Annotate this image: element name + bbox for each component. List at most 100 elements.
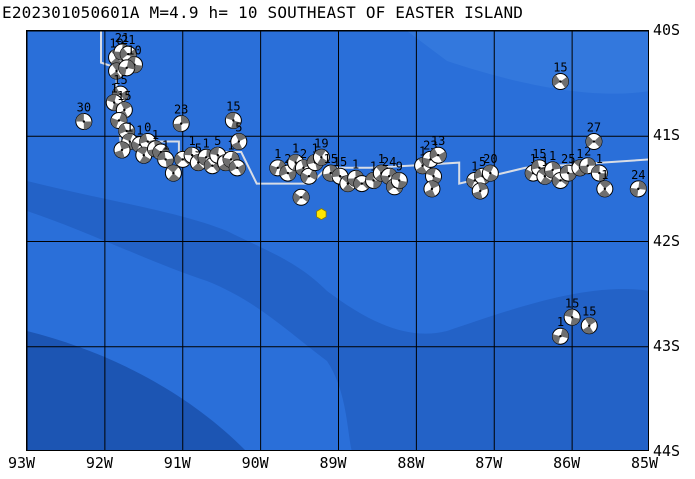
bathymetry-layer bbox=[27, 31, 648, 450]
event-depth-label: 1 bbox=[292, 142, 299, 156]
beachball-compression-quadrant bbox=[585, 317, 597, 326]
beachball-compression-quadrant bbox=[582, 325, 594, 334]
focal-mechanism-beachball[interactable] bbox=[164, 164, 182, 182]
beachball-compression-quadrant bbox=[544, 169, 554, 178]
focal-mechanism-beachball[interactable]: 1 bbox=[590, 152, 608, 182]
focal-mechanism-beachball[interactable] bbox=[118, 59, 136, 77]
event-depth-label: 1 bbox=[601, 168, 608, 182]
beachball-compression-quadrant bbox=[75, 113, 84, 122]
beachball-center-dot bbox=[360, 182, 364, 185]
beachball-center-dot bbox=[119, 92, 122, 96]
beachball-center-dot bbox=[637, 187, 640, 191]
beachball-center-dot bbox=[190, 153, 194, 157]
event-depth-label: 15 bbox=[582, 305, 596, 319]
focal-mechanism-beachball[interactable]: 1 bbox=[551, 315, 569, 345]
beachball-compression-quadrant bbox=[342, 183, 354, 192]
beachball-compression-quadrant bbox=[229, 160, 238, 172]
focal-mechanism-beachball[interactable] bbox=[113, 141, 131, 159]
focal-mechanism-beachball[interactable]: 23 bbox=[172, 103, 190, 133]
beachball-compression-quadrant bbox=[483, 165, 494, 174]
beachball-compression-quadrant bbox=[322, 173, 333, 182]
event-depth-label: 21 bbox=[115, 31, 129, 45]
focal-mechanism-beachball[interactable]: 1 bbox=[157, 138, 175, 168]
focal-mechanism-beachball[interactable]: 1 bbox=[596, 168, 614, 198]
focal-mechanism-beachball[interactable] bbox=[292, 188, 310, 206]
beachball-compression-quadrant bbox=[422, 157, 431, 168]
focal-mechanism-beachball[interactable]: 15 bbox=[322, 152, 340, 182]
x-tick-label: 87W bbox=[475, 454, 503, 472]
beachball-compression-quadrant bbox=[288, 154, 300, 163]
beachball-compression-quadrant bbox=[570, 317, 580, 326]
focal-mechanism-beachball[interactable] bbox=[228, 159, 246, 177]
focal-mechanism-beachball[interactable]: 5 bbox=[230, 121, 248, 151]
focal-mechanism-beachball[interactable]: 19 bbox=[312, 136, 330, 166]
event-depth-label: 1 bbox=[419, 145, 426, 159]
x-tick-label: 88W bbox=[397, 454, 425, 472]
beachball-compression-quadrant bbox=[173, 123, 182, 132]
beachball-compression-quadrant bbox=[279, 165, 288, 177]
event-depth-label: 2 bbox=[284, 152, 291, 166]
focal-mechanism-beachball[interactable]: 27 bbox=[585, 121, 603, 151]
beachball-compression-quadrant bbox=[133, 64, 143, 73]
beachball-center-dot bbox=[179, 122, 183, 125]
beachball-compression-quadrant bbox=[425, 168, 436, 177]
event-depth-label: 15 bbox=[226, 99, 240, 113]
x-tick-label: 92W bbox=[85, 454, 113, 472]
beachball-compression-quadrant bbox=[110, 70, 122, 79]
beachball-compression-quadrant bbox=[118, 123, 127, 135]
focal-mechanism-beachball[interactable]: 15 bbox=[224, 99, 242, 129]
beachball-center-dot bbox=[286, 171, 290, 175]
event-depth-label: 20 bbox=[483, 152, 497, 166]
beachball-compression-quadrant bbox=[579, 165, 588, 174]
beachball-compression-quadrant bbox=[235, 133, 247, 142]
beachball-compression-quadrant bbox=[139, 155, 151, 164]
beachball-compression-quadrant bbox=[126, 60, 135, 70]
focal-mechanism-beachball[interactable] bbox=[300, 167, 318, 185]
event-depth-label: 2 bbox=[300, 147, 307, 161]
map-frame[interactable]: 30 19 21 21 10 15 1 15 1 1 0 1 1 23 1 5 1 5 1 15 5 1 2 1 2 1 19 15 1… bbox=[26, 30, 649, 451]
beachball-compression-quadrant bbox=[474, 168, 483, 180]
beachball-compression-quadrant bbox=[301, 190, 310, 203]
event-depth-label: 30 bbox=[77, 101, 91, 115]
event-depth-label: 1 bbox=[152, 128, 159, 142]
focal-mechanism-beachball[interactable] bbox=[110, 111, 128, 129]
beachball-compression-quadrant bbox=[118, 112, 127, 124]
focal-mechanism-beachball[interactable]: 15 bbox=[551, 61, 569, 91]
event-depth-label: 25 bbox=[561, 152, 575, 166]
beachball-center-dot bbox=[232, 119, 235, 122]
beachball-center-dot bbox=[120, 148, 124, 152]
event-depth-label: 1 bbox=[370, 159, 377, 173]
beachball-compression-quadrant bbox=[223, 157, 232, 168]
beachball-compression-quadrant bbox=[551, 161, 561, 170]
focal-mechanism-beachball[interactable]: 15 bbox=[580, 305, 598, 335]
event-depth-label: 27 bbox=[587, 121, 601, 135]
event-depth-label: 1 bbox=[378, 152, 385, 166]
beachball-compression-quadrant bbox=[209, 147, 220, 156]
event-depth-label: 1 bbox=[188, 134, 195, 148]
y-tick-label: 44S bbox=[653, 442, 681, 460]
focal-mechanism-beachball[interactable]: 24 bbox=[629, 168, 647, 198]
focal-mechanism-beachball[interactable]: 13 bbox=[429, 134, 447, 164]
focal-mechanism-beachball[interactable]: 20 bbox=[481, 152, 499, 182]
epicenter-hexagon-icon[interactable] bbox=[316, 208, 327, 221]
focal-mechanism-beachball[interactable] bbox=[423, 180, 441, 198]
beachball-center-dot bbox=[559, 335, 562, 338]
beachball-center-dot bbox=[338, 175, 342, 178]
focal-mechanism-beachball[interactable]: 15 bbox=[563, 296, 581, 326]
y-tick-label: 40S bbox=[653, 21, 681, 39]
beachball-center-dot bbox=[146, 140, 149, 143]
beachball-compression-quadrant bbox=[630, 187, 639, 197]
beachball-center-dot bbox=[299, 196, 303, 199]
focal-mechanism-beachball[interactable]: 30 bbox=[75, 101, 93, 131]
y-tick-label: 41S bbox=[653, 126, 681, 145]
event-depth-label: 5 bbox=[195, 142, 202, 156]
focal-mechanism-beachball[interactable]: 9 bbox=[390, 159, 408, 189]
focal-mechanism-beachball[interactable]: 2 bbox=[579, 145, 597, 175]
focal-mechanism-beachball[interactable] bbox=[471, 182, 489, 200]
event-depth-label: 15 bbox=[333, 155, 347, 169]
focal-mechanism-beachball[interactable] bbox=[425, 167, 443, 185]
event-depth-label: 0 bbox=[144, 121, 151, 135]
event-depth-label: 24 bbox=[382, 155, 396, 169]
beachball-compression-quadrant bbox=[83, 121, 92, 130]
